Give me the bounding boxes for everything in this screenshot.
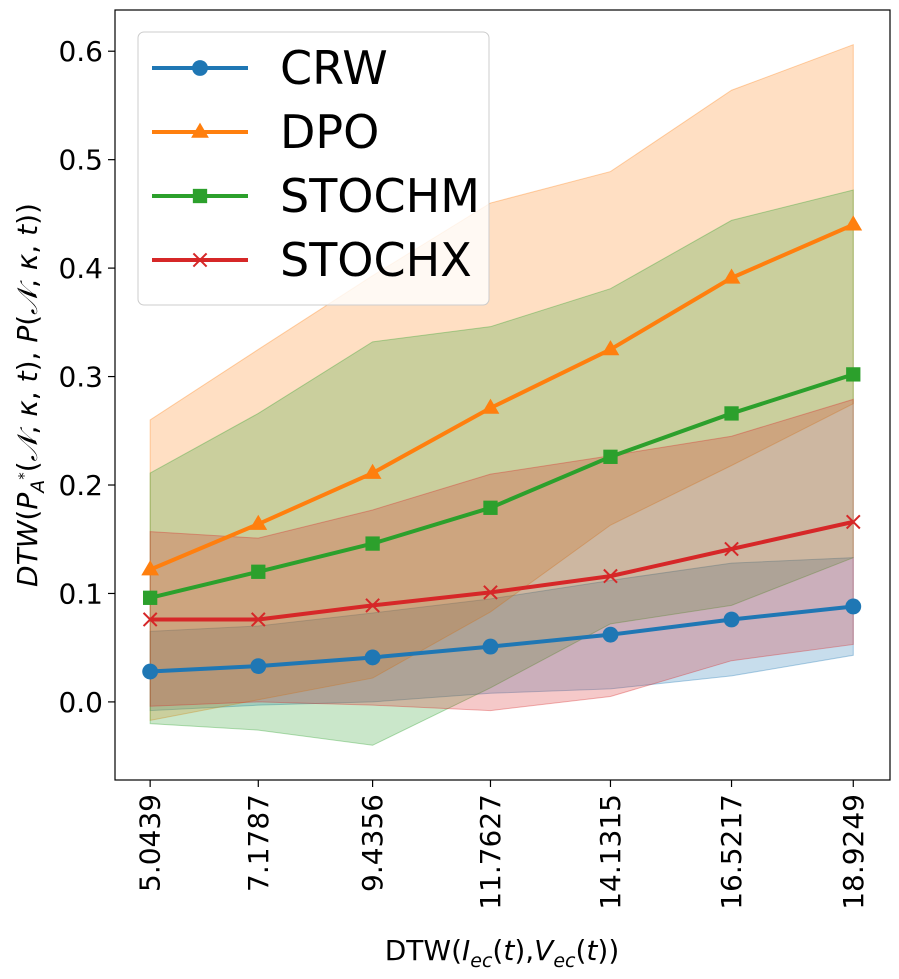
legend-label-stochx: STOCHX: [280, 233, 472, 287]
x-tick-label-3: 11.7627: [474, 794, 507, 910]
x-tick-label-4: 14.1315: [594, 794, 627, 910]
point-crw-6: [845, 598, 862, 615]
legend-marker-dpo: [191, 122, 209, 138]
point-dpo-4: [601, 340, 620, 356]
legend-entry-dpo: DPO: [152, 105, 379, 159]
x-tick-label-1: 7.1787: [242, 794, 275, 892]
x-axis: 5.0439 7.1787 9.4356 11.7627 14.1315 16.5217 1…: [134, 780, 870, 910]
y-tick-label-4: 0.4: [58, 252, 103, 285]
y-tick-label-5: 0.5: [58, 144, 103, 177]
y-tick-label-1: 0.1: [58, 577, 103, 610]
band-stochx: [149, 398, 854, 712]
band-crw: [149, 557, 854, 712]
x-tick-label-2: 9.4356: [356, 794, 389, 892]
legend-entry-stochm: STOCHM: [152, 169, 480, 223]
legend-box: [137, 31, 490, 306]
point-dpo-0: [141, 560, 160, 576]
point-dpo-2: [363, 463, 382, 479]
point-stochm-0: [142, 590, 158, 605]
x-label-i: I: [462, 934, 470, 967]
y-axis-label: DTW(PA*(𝒩, κ, t), P(𝒩, κ, t)): [11, 203, 49, 587]
x-label-sub-2: ec: [553, 950, 576, 972]
y-axis: 0.0 0.1 0.2 0.3 0.4 0.5 0.6: [58, 35, 115, 719]
point-crw-5: [723, 611, 740, 628]
point-stochm-5: [724, 406, 739, 421]
point-crw-0: [142, 663, 159, 680]
point-stochx-5: [724, 541, 739, 557]
series-markers: [141, 215, 863, 680]
point-stochm-3: [483, 500, 498, 515]
point-dpo-5: [722, 268, 741, 284]
legend-entry-crw: CRW: [152, 41, 388, 95]
point-crw-3: [482, 638, 499, 655]
point-crw-4: [602, 626, 619, 643]
point-dpo-3: [481, 398, 500, 414]
y-tick-label-3: 0.3: [58, 361, 103, 394]
y-tick-label-6: 0.6: [58, 35, 103, 68]
x-label-sub-1: ec: [470, 950, 493, 972]
confidence-bands: [149, 43, 854, 746]
point-stochx-3: [483, 585, 498, 600]
point-dpo-1: [249, 514, 268, 530]
point-stochx-6: [845, 514, 861, 530]
x-tick-label-6: 18.9249: [837, 794, 870, 910]
legend: CRW DPO STOCHM STOCHX: [137, 31, 490, 306]
legend-marker-stochm: [192, 188, 208, 204]
y-tick-label-2: 0.2: [58, 469, 103, 502]
legend-entry-stochx: STOCHX: [152, 233, 472, 287]
legend-label-dpo: DPO: [280, 105, 379, 159]
x-tick-label-0: 5.0439: [134, 794, 167, 892]
plot-frame: [114, 9, 891, 781]
point-stochm-1: [251, 564, 266, 579]
legend-marker-stochx: [192, 252, 208, 268]
point-dpo-6: [844, 215, 863, 231]
legend-label-crw: CRW: [280, 41, 388, 95]
point-crw-1: [250, 658, 267, 675]
y-tick-label-0: 0.0: [58, 686, 103, 719]
point-stochx-1: [250, 612, 266, 627]
point-stochx-2: [365, 598, 380, 613]
x-axis-label: DTW(Iec(t),Vec(t)): [385, 934, 620, 972]
point-stochm-4: [603, 449, 618, 464]
legend-label-stochm: STOCHM: [280, 169, 480, 223]
point-stochx-4: [603, 568, 618, 584]
band-stochm: [149, 189, 854, 746]
point-stochm-2: [365, 536, 380, 551]
point-stochm-6: [846, 367, 861, 382]
x-tick-label-5: 16.5217: [715, 794, 748, 910]
legend-marker-crw: [192, 60, 208, 76]
point-crw-2: [364, 649, 381, 666]
point-stochx-0: [142, 612, 158, 627]
